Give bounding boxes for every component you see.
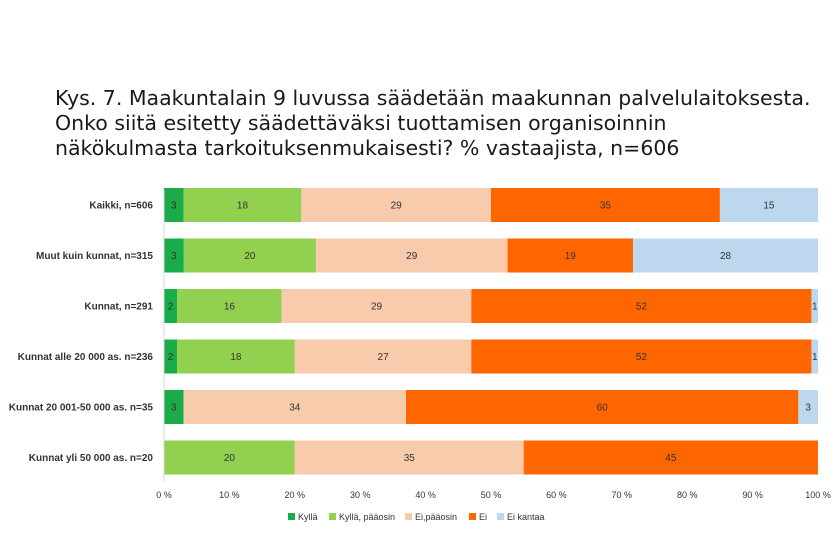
- bar-segment: [164, 238, 184, 273]
- x-tick-label: 40 %: [415, 490, 436, 500]
- bar-segment: [633, 238, 818, 273]
- x-tick-label: 60 %: [546, 490, 567, 500]
- bar-segment: [811, 289, 818, 323]
- data-label: 29: [406, 251, 418, 262]
- bar-segment: [471, 339, 812, 374]
- bar-segment: [811, 339, 818, 374]
- data-label: 52: [636, 302, 648, 313]
- data-label: 29: [371, 302, 383, 313]
- legend-label: Kyllä, pääosin: [339, 512, 395, 522]
- data-label: 35: [600, 201, 612, 212]
- legend-swatch: [497, 513, 504, 520]
- data-label: 35: [404, 453, 416, 464]
- category-label: Muut kuin kunnat, n=315: [36, 251, 153, 262]
- data-label: 45: [665, 453, 677, 464]
- data-label: 1: [812, 352, 818, 363]
- data-label: 15: [763, 201, 775, 212]
- legend-label: Kyllä: [298, 512, 318, 522]
- data-label: 28: [720, 251, 732, 262]
- title-line-1: Kys. 7. Maakuntalain 9 luvussa säädetään…: [55, 86, 811, 110]
- x-tick-label: 100 %: [805, 490, 831, 500]
- bar-segment: [164, 289, 178, 323]
- category-label: Kunnat alle 20 000 as. n=236: [18, 352, 154, 363]
- bar-segment: [164, 339, 178, 374]
- data-label: 19: [565, 251, 577, 262]
- data-label: 1: [812, 302, 818, 313]
- bar-segment: [719, 188, 818, 222]
- data-label: 16: [224, 302, 236, 313]
- data-label: 3: [805, 403, 811, 414]
- bar-segment: [523, 440, 818, 475]
- bar-segment: [164, 188, 184, 222]
- data-label: 60: [597, 403, 609, 414]
- x-tick-label: 10 %: [219, 490, 240, 500]
- data-label: 2: [168, 302, 174, 313]
- legend-swatch: [405, 513, 412, 520]
- category-label: Kunnat, n=291: [84, 302, 153, 313]
- data-label: 27: [378, 352, 390, 363]
- bar-segment: [177, 289, 282, 323]
- bar-segment: [294, 440, 524, 475]
- title-line-2: Onko siitä esitetty säädettäväksi tuotta…: [55, 111, 667, 135]
- legend-label: Ei kantaa: [507, 512, 545, 522]
- x-tick-label: 80 %: [677, 490, 698, 500]
- category-label: Kunnat yli 50 000 as. n=20: [29, 453, 154, 464]
- legend-label: Ei: [479, 512, 487, 522]
- category-label: Kunnat 20 001-50 000 as. n=35: [9, 403, 154, 414]
- data-label: 18: [230, 352, 242, 363]
- bar-segment: [281, 289, 472, 323]
- chart-title: Kys. 7. Maakuntalain 9 luvussa säädetään…: [55, 86, 825, 161]
- data-label: 34: [289, 403, 301, 414]
- bar-segment: [183, 238, 316, 273]
- bar-segment: [507, 238, 634, 273]
- bar-segment: [164, 440, 295, 475]
- data-label: 3: [171, 403, 177, 414]
- x-tick-label: 90 %: [742, 490, 763, 500]
- legend-swatch: [329, 513, 336, 520]
- data-label: 3: [171, 251, 177, 262]
- data-label: 2: [168, 352, 174, 363]
- bar-segment: [164, 390, 184, 424]
- bar-segment: [294, 339, 472, 374]
- legend-label: Ei,pääosin: [415, 512, 457, 522]
- bar-segment: [315, 238, 508, 273]
- x-tick-label: 30 %: [350, 490, 371, 500]
- bar-segment: [177, 339, 295, 374]
- bar-segment: [183, 188, 302, 222]
- legend-swatch: [288, 513, 295, 520]
- x-tick-label: 50 %: [481, 490, 502, 500]
- bar-segment: [491, 188, 720, 222]
- x-tick-label: 70 %: [612, 490, 633, 500]
- x-tick-label: 20 %: [285, 490, 306, 500]
- bar-segment: [405, 390, 799, 424]
- bar-segment: [301, 188, 491, 222]
- bar-segment: [183, 390, 406, 424]
- x-tick-label: 0 %: [156, 490, 172, 500]
- data-label: 20: [244, 251, 256, 262]
- category-label: Kaikki, n=606: [89, 201, 153, 212]
- title-line-3: näkökulmasta tarkoituksenmukaisesti? % v…: [55, 136, 680, 160]
- bar-segment: [471, 289, 812, 323]
- bar-segment: [798, 390, 818, 424]
- data-label: 18: [237, 201, 249, 212]
- data-label: 52: [636, 352, 648, 363]
- data-label: 29: [391, 201, 403, 212]
- data-label: 20: [224, 453, 236, 464]
- legend-swatch: [469, 513, 476, 520]
- data-label: 3: [171, 201, 177, 212]
